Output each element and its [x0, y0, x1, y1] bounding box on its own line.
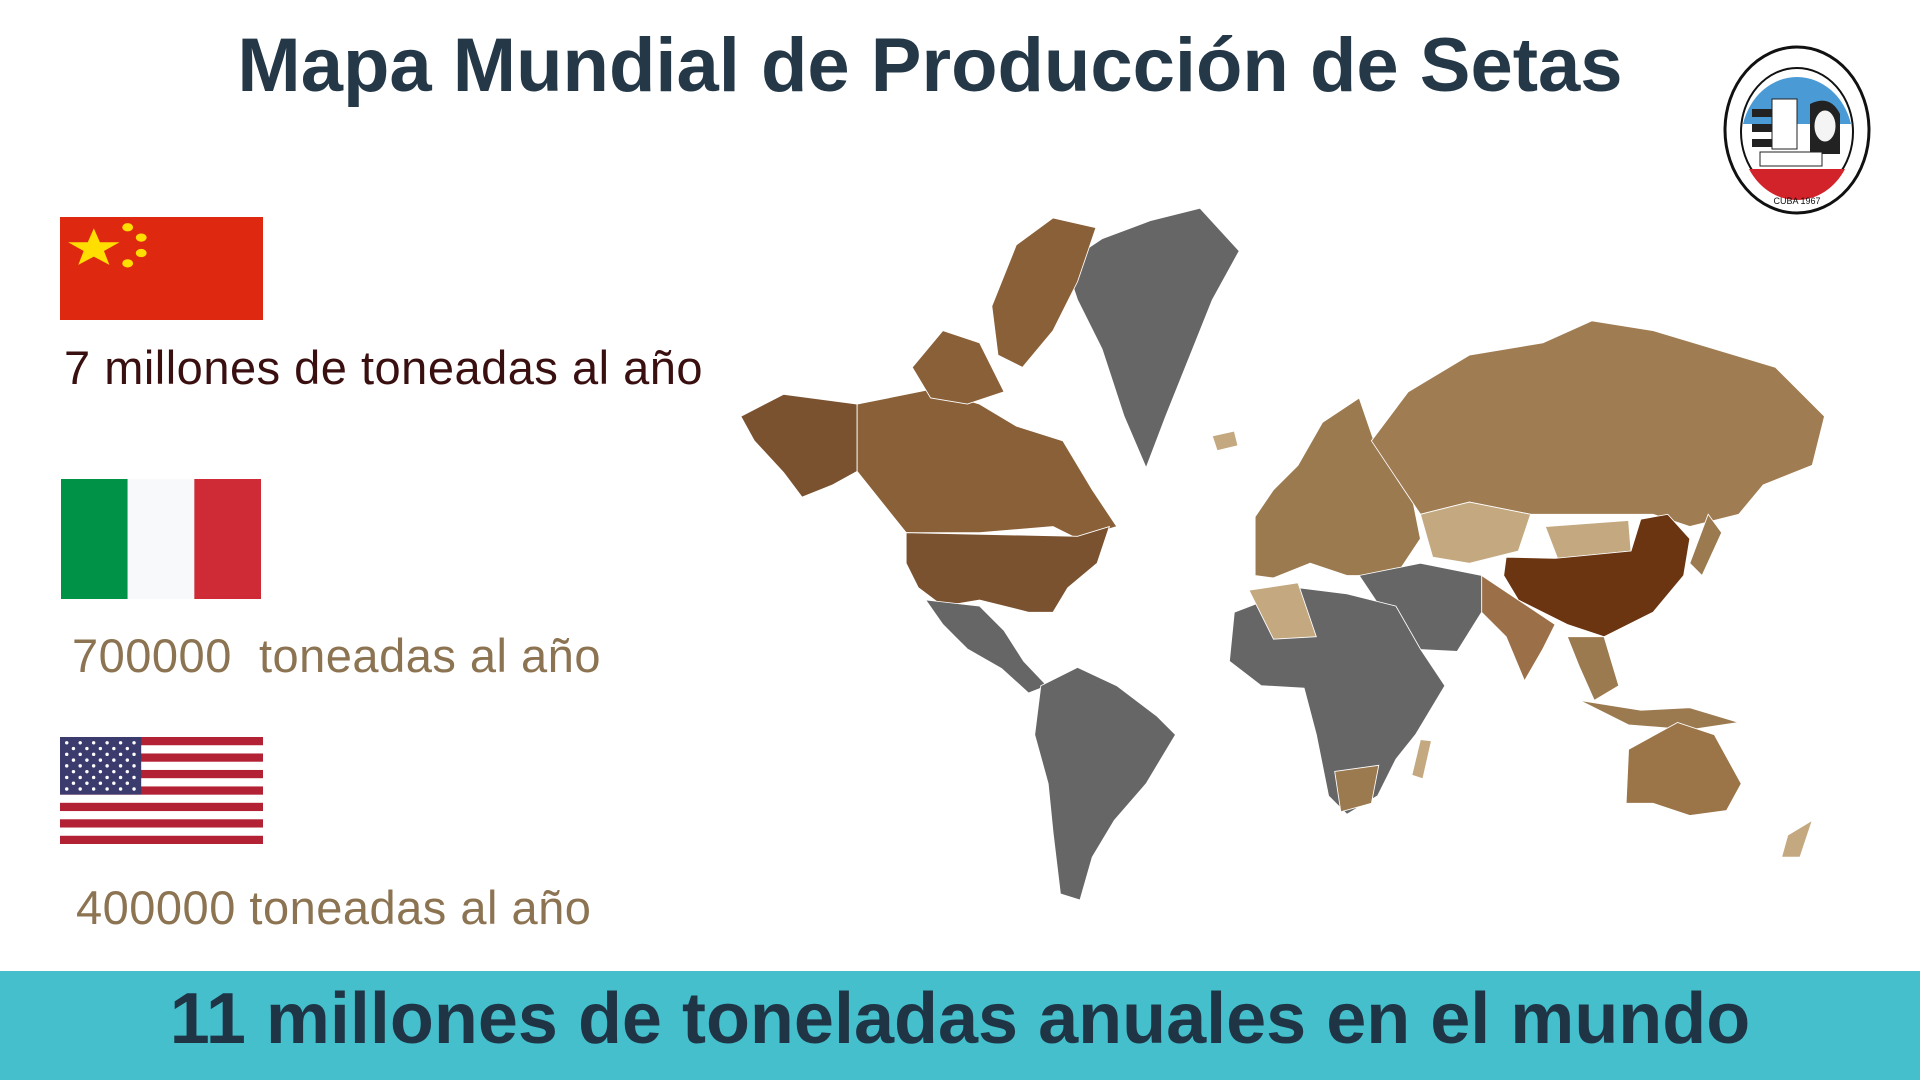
flag-star [105, 764, 109, 768]
usa-flag [60, 737, 263, 844]
map-arctic-islands [991, 217, 1097, 368]
china-flag [60, 217, 263, 320]
map-alaska [740, 393, 858, 498]
flag-star [91, 752, 96, 757]
map-central-asia [1419, 501, 1532, 564]
flag-star [132, 787, 136, 791]
flag-star [65, 775, 69, 780]
flag-star [91, 787, 96, 791]
flag-star [98, 758, 103, 762]
flag-star [71, 746, 76, 751]
footer-banner [0, 971, 1920, 1080]
flag-star [112, 769, 116, 774]
flag-star [132, 764, 136, 768]
flag-star [85, 769, 89, 774]
flag-star [118, 775, 123, 780]
flag-star [65, 741, 69, 745]
map-india [1481, 574, 1556, 682]
map-arctic-islands [911, 330, 1005, 405]
china-production-text: 7 millones de toneadas al año [64, 341, 703, 394]
flag-star [78, 764, 82, 768]
map-japan [1689, 513, 1723, 577]
flag-star [65, 764, 69, 768]
svg-text:CUBA 1967: CUBA 1967 [1773, 196, 1820, 206]
usa-production-text: 400000 toneadas al año [76, 881, 592, 934]
map-southeast-asia [1566, 636, 1620, 702]
flag-star [78, 775, 82, 780]
flag-star [132, 775, 136, 780]
flag-star [125, 758, 130, 762]
italy-production-text: 700000 toneadas al año [72, 629, 601, 682]
flag-star [112, 758, 116, 762]
flag-star [78, 787, 82, 791]
flag-star [112, 781, 116, 785]
flag-star [105, 775, 109, 780]
map-new-zealand [1781, 819, 1814, 858]
flag-star [65, 752, 69, 757]
flag-star [91, 764, 96, 768]
flag-star [71, 781, 76, 785]
flag-star [132, 741, 136, 745]
flag-star [125, 769, 130, 774]
map-canada [856, 388, 1118, 540]
flag-star [71, 758, 76, 762]
map-australia [1625, 721, 1742, 816]
flag-star [78, 741, 82, 745]
flag-star [98, 746, 103, 751]
flag-star [91, 775, 96, 780]
flag-star [105, 752, 109, 757]
flag-star [98, 769, 103, 774]
flag-star [125, 781, 130, 785]
flag-star [118, 787, 123, 791]
footer-text: 11 millones de toneladas anuales en el m… [169, 979, 1751, 1059]
flag-star [85, 758, 89, 762]
italy-flag [61, 479, 261, 599]
university-logo: CUBA 1967 [1723, 45, 1871, 215]
map-usa [905, 525, 1111, 613]
map-russia [1370, 320, 1825, 527]
flag-star [98, 781, 103, 785]
flag-star [91, 741, 96, 745]
flag-star [71, 769, 76, 774]
map-north-africa [1248, 582, 1317, 640]
flag-star [105, 787, 109, 791]
flag-star [112, 746, 116, 751]
page-title: Mapa Mundial de Producción de Setas [237, 23, 1623, 108]
flag-star [85, 781, 89, 785]
map-south-america [1034, 666, 1177, 901]
flag-star [118, 741, 123, 745]
flag-star [118, 752, 123, 757]
map-indonesia [1579, 699, 1739, 731]
flag-star [132, 752, 136, 757]
map-africa [1228, 587, 1446, 815]
flag-star [105, 741, 109, 745]
flag-star [65, 787, 69, 791]
map-greenland [1064, 207, 1240, 469]
map-mexico-central-america [924, 599, 1048, 694]
flag-star [118, 764, 123, 768]
flag-star [85, 746, 89, 751]
flag-star [125, 746, 130, 751]
map-madagascar [1411, 739, 1432, 780]
flag-star [78, 752, 82, 757]
map-europe [1254, 397, 1421, 579]
map-south-africa [1334, 764, 1380, 813]
map-iceland [1211, 430, 1239, 452]
